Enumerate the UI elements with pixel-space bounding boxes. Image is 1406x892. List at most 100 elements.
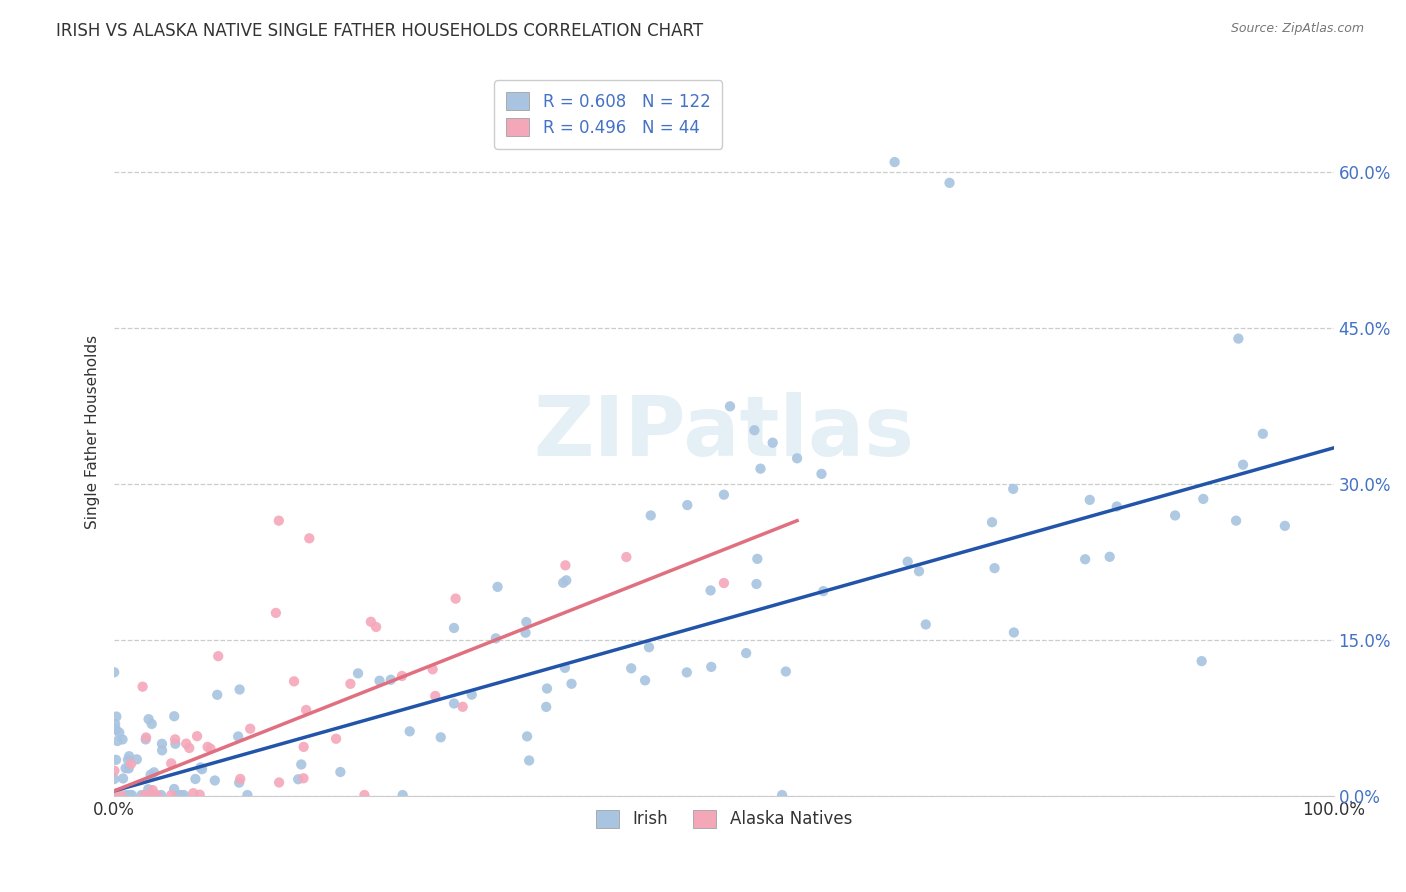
Point <box>675 665 697 680</box>
Point <box>429 731 451 745</box>
Point <box>292 772 315 786</box>
Point <box>135 732 157 747</box>
Point <box>749 461 772 475</box>
Point <box>676 498 699 512</box>
Point <box>105 709 128 723</box>
Point <box>1251 426 1274 441</box>
Point <box>810 467 832 481</box>
Point <box>108 725 131 739</box>
Point <box>638 640 661 655</box>
Point <box>120 756 142 771</box>
Point <box>105 753 128 767</box>
Point <box>181 786 204 800</box>
Point <box>150 737 173 751</box>
Point <box>515 625 537 640</box>
Point <box>184 772 207 786</box>
Point <box>107 734 129 748</box>
Point <box>770 788 793 802</box>
Point <box>634 673 657 688</box>
Point <box>983 561 1005 575</box>
Point <box>1192 491 1215 506</box>
Point <box>131 788 153 802</box>
Text: ZIPatlas: ZIPatlas <box>533 392 914 473</box>
Point <box>451 699 474 714</box>
Point <box>121 788 143 802</box>
Point <box>461 688 484 702</box>
Point <box>747 552 769 566</box>
Point <box>914 617 936 632</box>
Point <box>170 788 193 802</box>
Point <box>360 615 382 629</box>
Point <box>536 681 558 696</box>
Point <box>103 772 125 786</box>
Point <box>103 764 125 778</box>
Point <box>197 739 219 754</box>
Point <box>125 752 148 766</box>
Point <box>560 677 582 691</box>
Point <box>298 531 321 545</box>
Point <box>443 621 465 635</box>
Point <box>908 564 931 578</box>
Point <box>143 788 166 802</box>
Point <box>339 677 361 691</box>
Text: Source: ZipAtlas.com: Source: ZipAtlas.com <box>1230 22 1364 36</box>
Point <box>165 737 187 751</box>
Point <box>228 775 250 789</box>
Point <box>640 508 662 523</box>
Point <box>104 788 127 802</box>
Point <box>287 772 309 787</box>
Point <box>425 689 447 703</box>
Point <box>174 737 197 751</box>
Point <box>105 723 128 737</box>
Point <box>443 697 465 711</box>
Point <box>104 716 127 731</box>
Point <box>1002 625 1025 640</box>
Point <box>813 584 835 599</box>
Point <box>104 788 127 802</box>
Point <box>267 514 290 528</box>
Point <box>290 757 312 772</box>
Point <box>981 515 1004 529</box>
Point <box>1074 552 1097 566</box>
Point <box>146 788 169 802</box>
Point <box>744 423 766 437</box>
Point <box>553 575 575 590</box>
Point <box>131 680 153 694</box>
Point <box>614 549 637 564</box>
Point <box>775 665 797 679</box>
Point <box>191 762 214 776</box>
Point <box>188 788 211 802</box>
Point <box>239 722 262 736</box>
Point <box>422 662 444 676</box>
Point <box>135 731 157 745</box>
Point <box>444 591 467 606</box>
Point <box>745 577 768 591</box>
Point <box>190 760 212 774</box>
Point <box>554 661 576 675</box>
Point <box>139 767 162 781</box>
Point <box>207 649 229 664</box>
Point <box>200 741 222 756</box>
Point <box>555 574 578 588</box>
Point <box>160 756 183 771</box>
Point <box>368 673 391 688</box>
Point <box>103 722 125 736</box>
Point <box>1232 458 1254 472</box>
Legend: Irish, Alaska Natives: Irish, Alaska Natives <box>589 803 859 835</box>
Point <box>295 703 318 717</box>
Point <box>136 782 159 797</box>
Point <box>267 775 290 789</box>
Point <box>138 788 160 802</box>
Point <box>883 155 905 169</box>
Point <box>110 788 132 802</box>
Point <box>380 673 402 687</box>
Point <box>486 580 509 594</box>
Point <box>236 788 259 802</box>
Point <box>163 782 186 797</box>
Point <box>554 558 576 573</box>
Point <box>111 732 134 747</box>
Point <box>143 788 166 802</box>
Point <box>1227 332 1250 346</box>
Point <box>103 788 125 802</box>
Point <box>1105 500 1128 514</box>
